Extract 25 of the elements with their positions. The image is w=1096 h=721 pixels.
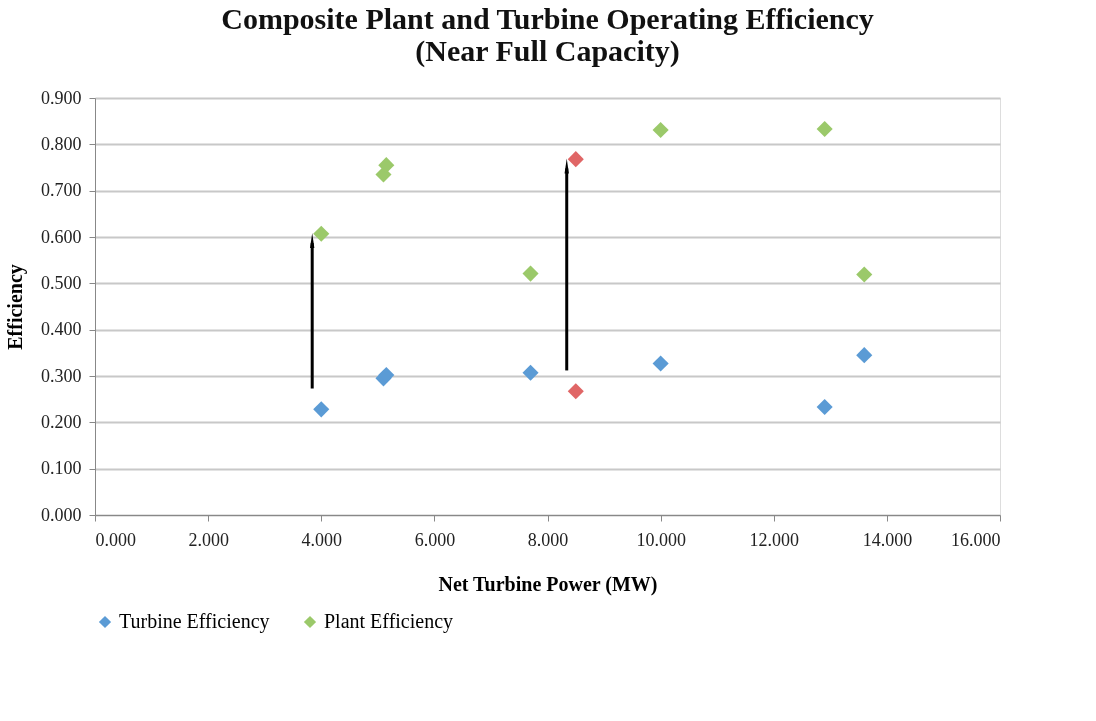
x-tick-label: 14.000 [862,529,913,550]
y-axis-title: Efficiency [4,264,27,350]
text: (Near Full Capacity) [415,34,680,67]
x-tick-label: 6.000 [414,529,456,550]
legend-label: Plant Efficiency [324,610,454,633]
y-tick-label: 0.500 [41,272,82,293]
y-tick-label: 0.800 [41,133,82,154]
y-tick-label: 0.900 [41,87,82,108]
x-tick-label: 4.000 [301,529,342,550]
x-tick-label: 0.000 [95,529,136,550]
y-tick-label: 0.200 [41,411,82,432]
text: Composite Plant and Turbine Operating Efficiency [221,2,874,35]
x-tick-label: 10.000 [636,529,686,550]
y-tick-label: 0.300 [41,365,82,386]
legend-label: Turbine Efficiency [119,610,270,633]
x-axis-title: Net Turbine Power (MW) [438,572,658,596]
x-tick-label: 16.000 [951,529,1001,550]
x-tick-label: 8.000 [527,529,569,550]
y-tick-label: 0.700 [41,180,82,201]
x-tick-label: 12.000 [749,529,799,550]
y-tick-label: 0.600 [41,226,82,247]
y-tick-label: 0.400 [41,319,82,340]
x-tick-label: 2.000 [188,529,229,550]
y-tick-label: 0.000 [41,504,82,525]
y-tick-label: 0.100 [41,458,82,479]
